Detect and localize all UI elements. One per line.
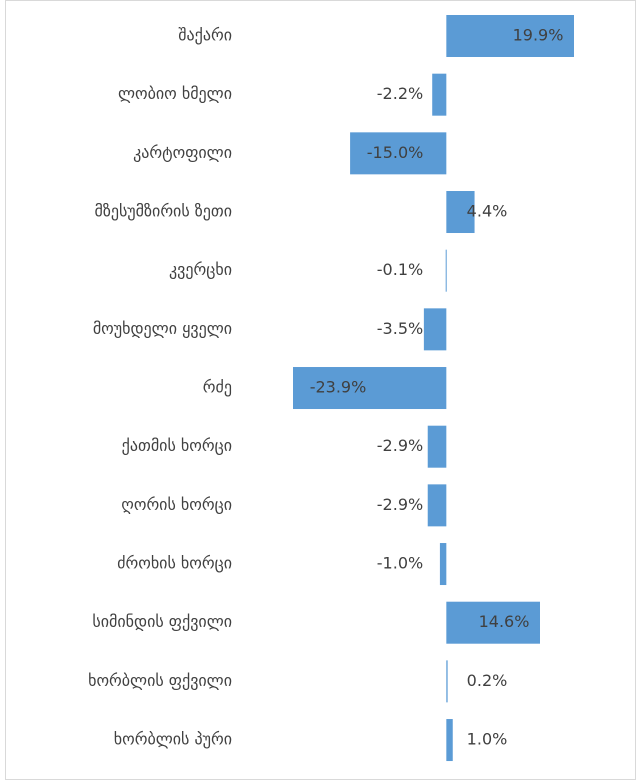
value-label: 14.6%: [479, 612, 530, 631]
bar: [445, 249, 447, 292]
category-label: ძროხის ხორცი: [117, 554, 232, 573]
category-label: მზესუმზირის ზეთი: [94, 202, 232, 221]
value-label: 0.2%: [467, 671, 508, 690]
category-label: ლობიო ხმელი: [118, 84, 232, 103]
value-label: 4.4%: [467, 202, 508, 221]
category-label: შაქარი: [178, 26, 232, 45]
value-label: -15.0%: [367, 143, 424, 162]
bar: [350, 132, 447, 175]
category-label: ქათმის ხორცი: [122, 436, 232, 455]
category-label: ხორბლის ფქვილი: [88, 671, 232, 690]
bar: [446, 191, 475, 234]
value-label: 19.9%: [513, 26, 564, 45]
category-label: მოუხდელი ყველი: [93, 319, 232, 338]
bar: [446, 15, 574, 57]
category-label: ღორის ხორცი: [121, 495, 232, 514]
value-label: 1.0%: [467, 730, 508, 749]
value-label: -23.9%: [310, 378, 367, 397]
value-label: -2.9%: [377, 436, 423, 455]
bar: [427, 425, 447, 468]
bar: [446, 660, 448, 703]
value-label: -2.2%: [377, 84, 423, 103]
bar: [423, 308, 447, 351]
category-label: კვერცხი: [169, 260, 232, 279]
bar: [427, 484, 447, 527]
category-label: სიმინდის ფქვილი: [92, 612, 232, 631]
category-label: რძე: [203, 378, 232, 397]
bar: [446, 601, 540, 644]
bar: [439, 543, 447, 586]
value-label: -3.5%: [377, 319, 423, 338]
bar: [432, 73, 447, 116]
bar: [446, 719, 453, 762]
value-label: -1.0%: [377, 554, 423, 573]
category-label: ხორბლის პური: [114, 730, 232, 749]
bar: [293, 367, 447, 410]
value-label: -2.9%: [377, 495, 423, 514]
category-label: კარტოფილი: [133, 143, 232, 162]
value-label: -0.1%: [377, 260, 423, 279]
